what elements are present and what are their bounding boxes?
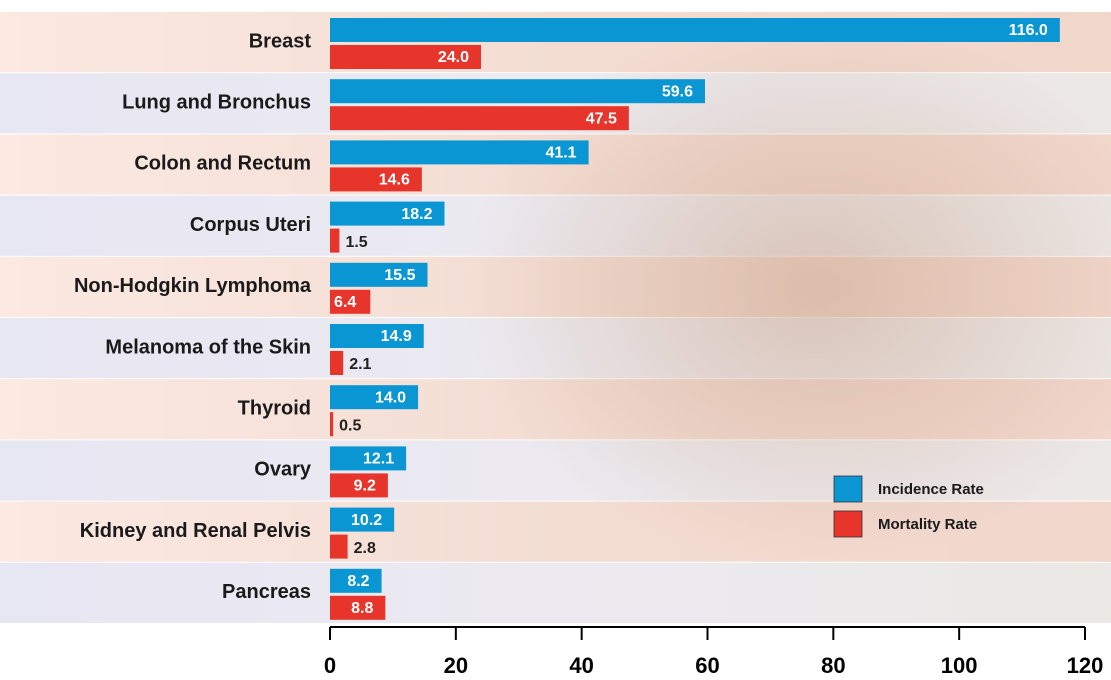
bar [330,507,395,532]
bar [330,79,705,104]
bar [330,140,589,165]
bar [330,534,348,559]
x-tick-label: 20 [444,653,468,678]
value-label: 9.2 [354,478,376,495]
legend-swatch [833,475,863,503]
value-label: 1.5 [345,234,367,251]
bar [330,568,382,593]
value-label: 15.5 [384,267,415,284]
value-label: 0.5 [339,417,361,434]
x-tick-label: 80 [821,653,845,678]
value-label: 8.8 [351,600,373,617]
x-tick-label: 40 [569,653,593,678]
x-tick-label: 60 [695,653,719,678]
category-label: Melanoma of the Skin [105,336,311,358]
category-label: Corpus Uteri [190,214,311,236]
legend-swatch [833,510,863,538]
category-label: Pancreas [222,581,311,603]
value-label: 14.9 [381,328,412,345]
x-tick-label: 0 [324,653,336,678]
category-label: Breast [249,30,312,52]
bar [330,289,371,314]
value-label: 24.0 [438,49,469,66]
value-label: 18.2 [401,206,432,223]
category-label: Non-Hodgkin Lymphoma [74,275,312,297]
value-label: 2.1 [349,356,371,373]
bar [330,228,340,253]
bar [330,473,388,498]
x-tick-label: 120 [1067,653,1104,678]
bar [330,45,481,69]
value-label: 14.6 [379,172,410,189]
bar [330,324,424,348]
bar [330,412,334,437]
value-label: 8.2 [347,573,369,590]
value-label: 41.1 [545,145,576,162]
category-label: Colon and Rectum [134,153,311,175]
value-label: 12.1 [363,451,394,468]
category-label: Lung and Bronchus [122,91,311,113]
value-label: 47.5 [586,110,617,127]
category-label: Ovary [254,459,312,481]
bar [330,201,445,226]
background-photo [330,12,1111,624]
bar [330,18,1060,42]
bar [330,167,422,192]
bar [330,446,407,471]
category-label: Kidney and Renal Pelvis [80,520,311,542]
bar [330,262,428,287]
value-label: 59.6 [662,83,693,100]
value-label: 10.2 [351,512,382,529]
x-tick-label: 100 [941,653,978,678]
bar [330,595,386,620]
legend-label: Mortality Rate [878,516,977,533]
value-label: 6.4 [334,294,356,311]
bar [330,385,419,410]
value-label: 14.0 [375,389,406,406]
bar [330,351,344,375]
legend-label: Incidence Rate [878,481,984,498]
value-label: 116.0 [1009,22,1048,39]
bar [330,106,629,131]
category-label: Thyroid [238,397,311,419]
value-label: 2.8 [354,540,376,557]
